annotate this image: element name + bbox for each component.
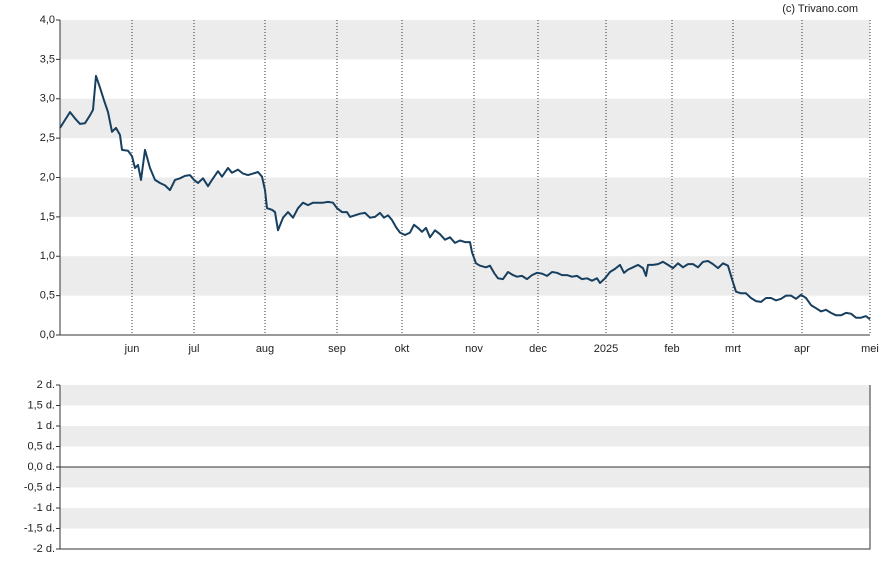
y-tick-label: 0,0 d.: [27, 461, 55, 473]
grid-band: [60, 467, 870, 488]
y-tick-label: -1,5 d.: [24, 522, 55, 534]
axis-frame: [59, 20, 870, 336]
y-tick-label: 1,5: [40, 211, 55, 223]
y-tick-label: 2,5: [40, 132, 55, 144]
y-tick-label: -0,5 d.: [24, 481, 55, 493]
axis-frame: [59, 385, 871, 550]
x-tick-label: jul: [187, 343, 199, 355]
x-tick-label: sep: [328, 343, 346, 355]
grid-band: [60, 508, 870, 529]
grid-band: [60, 256, 870, 296]
y-tick-label: 0,5: [40, 290, 55, 302]
grid-band: [60, 20, 870, 60]
y-tick-label: 0,0: [40, 329, 55, 341]
x-tick-label: nov: [465, 343, 483, 355]
price-line: [59, 74, 871, 321]
y-tick-label: 1,5 d.: [27, 399, 55, 411]
y-tick-label: 4,0: [40, 14, 55, 26]
credit: (c) Trivano.com: [782, 3, 858, 15]
x-tick-label: feb: [664, 343, 679, 355]
grid-band: [60, 177, 870, 217]
x-tick-label: 2025: [594, 343, 618, 355]
grid-band: [60, 426, 870, 447]
x-tick-label: mei: [861, 343, 879, 355]
x-tick-label: apr: [794, 343, 810, 355]
y-tick-label: 3,5: [40, 53, 55, 65]
y-tick-label: 2 d.: [37, 379, 55, 391]
x-tick-label: aug: [256, 343, 274, 355]
y-tick-label: 3,0: [40, 93, 55, 105]
y-tick-label: 0,5 d.: [27, 440, 55, 452]
y-tick-label: 1 d.: [37, 420, 55, 432]
x-tick-label: dec: [529, 343, 547, 355]
grid-band: [60, 385, 870, 406]
y-tick-label: -1 d.: [33, 502, 55, 514]
y-tick-label: 2,0: [40, 171, 55, 183]
x-tick-label: jun: [124, 343, 140, 355]
grid-band: [60, 98, 870, 139]
y-tick-label: -2 d.: [33, 543, 55, 555]
x-tick-label: mrt: [725, 343, 741, 355]
y-tick-label: 1,0: [40, 250, 55, 262]
x-tick-label: okt: [395, 343, 410, 355]
